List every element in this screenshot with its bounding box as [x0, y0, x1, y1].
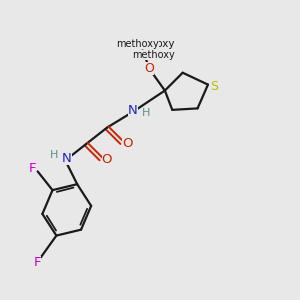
Text: H: H: [50, 150, 58, 160]
Text: N: N: [62, 152, 72, 165]
Text: F: F: [33, 256, 41, 268]
Text: methoxy: methoxy: [116, 40, 159, 50]
Text: S: S: [211, 80, 218, 93]
Text: F: F: [28, 162, 36, 175]
Text: O: O: [122, 137, 133, 150]
Text: O: O: [102, 153, 112, 166]
Text: N: N: [128, 104, 138, 117]
Text: H: H: [142, 108, 150, 118]
Text: methoxy: methoxy: [132, 50, 175, 61]
Text: methoxy: methoxy: [129, 40, 174, 50]
Text: O: O: [145, 62, 154, 75]
